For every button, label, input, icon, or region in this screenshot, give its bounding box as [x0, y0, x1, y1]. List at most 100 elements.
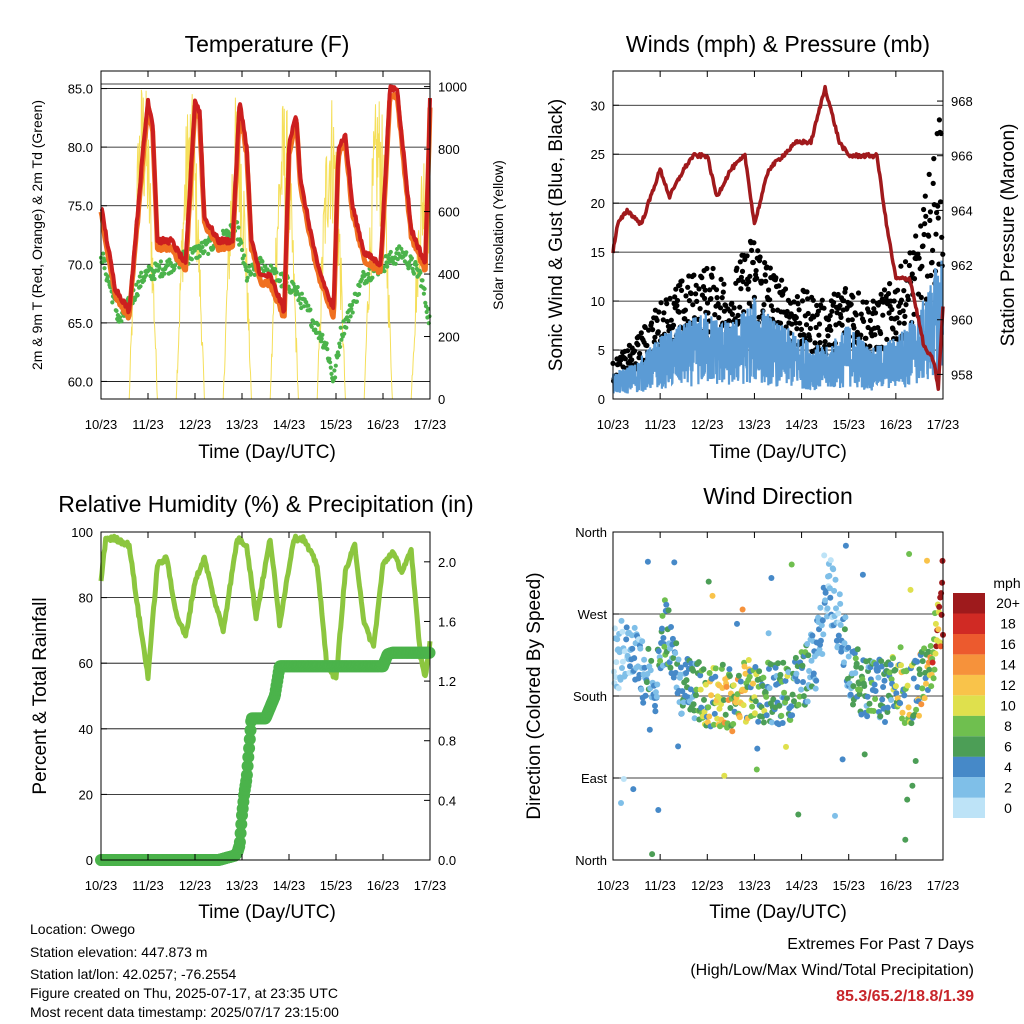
direction-point [837, 622, 844, 628]
direction-point [937, 643, 944, 650]
dewpoint-point [252, 272, 257, 277]
dewpoint-point [339, 337, 344, 342]
dewpoint-point [421, 291, 426, 296]
gust-point [696, 286, 702, 292]
direction-point [641, 656, 648, 663]
direction-point [841, 659, 847, 666]
direction-point [655, 648, 662, 655]
direction-point [670, 655, 677, 661]
direction-point [817, 637, 824, 644]
direction-point [864, 713, 871, 720]
gust-point [797, 320, 803, 326]
dewpoint-point [348, 314, 353, 319]
temperature-right-y-ticks: 0 200 400 600 800 1000 [424, 80, 467, 407]
gust-point [845, 317, 851, 323]
gust-point [887, 281, 893, 287]
gust-point [853, 312, 859, 318]
direction-point [841, 626, 848, 633]
dewpoint-point [407, 263, 412, 268]
dewpoint-point [411, 271, 417, 276]
direction-point [813, 677, 820, 684]
direction-point [647, 667, 654, 674]
x-tick-label: 11/23 [132, 878, 164, 893]
direction-point [677, 664, 684, 671]
x-tick-label: 13/23 [738, 417, 771, 432]
dewpoint-point [333, 363, 338, 368]
dewpoint-point [206, 251, 211, 256]
gust-point [676, 309, 682, 315]
gust-point [935, 203, 941, 209]
direction-point [872, 688, 879, 694]
direction-point [740, 702, 747, 709]
direction-point [798, 686, 805, 693]
direction-point [736, 714, 743, 721]
gust-point [910, 250, 917, 256]
direction-point [930, 675, 937, 682]
gust-point [889, 306, 895, 313]
gust-point [872, 332, 878, 338]
wind-series [611, 260, 944, 394]
direction-point [763, 712, 770, 719]
direction-point [866, 700, 873, 707]
direction-point [618, 800, 624, 806]
gust-point [697, 306, 703, 312]
direction-point [893, 690, 900, 697]
direction-point [932, 650, 939, 657]
dewpoint-point [141, 278, 147, 283]
recent-data-text: Most recent data timestamp: 2025/07/17 2… [30, 1004, 339, 1020]
y-tick-label: 60 [79, 656, 93, 671]
direction-point [630, 786, 637, 793]
dewpoint-point [102, 266, 107, 271]
dewpoint-point [328, 360, 333, 365]
extremes-title: Extremes For Past 7 Days [787, 936, 974, 953]
gust-point [646, 327, 652, 333]
direction-point [794, 678, 801, 685]
gust-point [622, 356, 629, 362]
gust-point [777, 320, 784, 326]
y-tick-label: 80 [79, 591, 93, 606]
y-tick-label: 10 [591, 294, 605, 309]
gust-point [716, 315, 722, 321]
precip-point [244, 724, 257, 737]
direction-point [721, 772, 728, 779]
gust-point [902, 259, 909, 265]
gust-point [714, 295, 720, 301]
wind-direction-y-ticks: North East South West North [573, 525, 619, 868]
y-tick-label: 0 [598, 392, 605, 407]
dewpoint-point [278, 278, 283, 283]
y-tick-label: 70.0 [68, 257, 93, 272]
direction-point [816, 646, 823, 653]
x-tick-label: 15/23 [832, 878, 865, 893]
gust-point [839, 322, 845, 328]
direction-point [861, 683, 868, 689]
direction-point [628, 632, 635, 639]
direction-point [691, 715, 698, 722]
gust-point [789, 321, 795, 327]
direction-point [789, 691, 796, 698]
colorbar-swatch [953, 715, 985, 737]
gust-point [858, 332, 864, 338]
dewpoint-point [342, 331, 347, 336]
y-tick-label: 1.2 [438, 674, 456, 689]
gust-point [804, 289, 810, 295]
gust-point [817, 340, 823, 346]
gust-point [709, 274, 715, 280]
gust-point [686, 298, 693, 304]
direction-point [809, 632, 816, 639]
gust-point [741, 309, 747, 315]
direction-point [638, 686, 645, 693]
direction-point [657, 658, 664, 664]
direction-point [643, 679, 650, 686]
x-tick-label: 16/23 [367, 878, 400, 893]
dewpoint-point [356, 292, 362, 297]
y-tick-label: 800 [438, 142, 460, 157]
pressure-ylabel: Station Pressure (Maroon) [998, 124, 1019, 347]
wind-direction-series [610, 542, 946, 858]
direction-point [719, 661, 726, 668]
x-tick-label: 15/23 [832, 417, 865, 432]
dewpoint-point [162, 271, 167, 276]
dewpoint-point [192, 248, 197, 253]
direction-point [908, 720, 915, 727]
dewpoint-point [344, 315, 350, 320]
temperature-y-ticks: 60.0 65.0 70.0 75.0 80.0 85.0 [68, 82, 107, 389]
